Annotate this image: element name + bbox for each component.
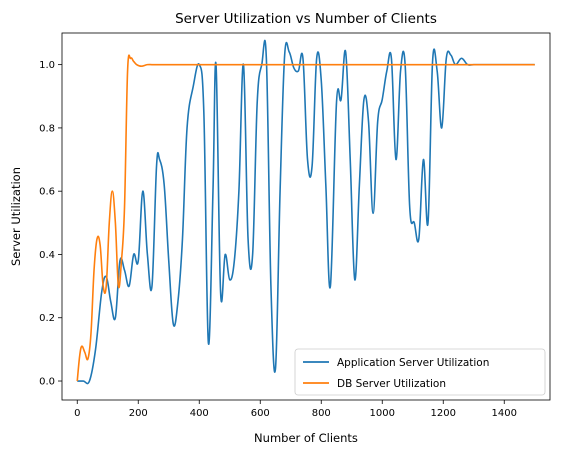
series-line-1 [77,39,535,385]
y-tick-label: 0.0 [39,377,55,388]
y-tick-label: 0.6 [39,187,55,198]
x-tick-label: 1400 [492,408,517,419]
plot-area [76,39,535,385]
chart-title: Server Utilization vs Number of Clients [175,11,437,27]
x-tick-label: 1000 [370,408,395,419]
axes-frame [61,32,551,401]
series-line-2 [76,54,535,382]
x-axis: 0 200 400 600 800 1000 1200 1400 [74,400,517,419]
x-tick-label: 200 [129,408,148,419]
legend-box [294,348,546,396]
legend: Application Server Utilization DB Server … [294,348,546,396]
legend-label-1: Application Server Utilization [337,357,489,369]
y-tick-label: 0.2 [39,313,55,324]
x-tick-label: 1200 [431,408,456,419]
y-tick-label: 0.8 [39,123,55,134]
y-tick-label: 0.4 [39,250,55,261]
x-tick-label: 600 [251,408,270,419]
x-axis-label: Number of Clients [254,431,358,445]
y-tick-label: 1.0 [39,60,55,71]
y-axis: 0.0 0.2 0.4 0.6 0.8 1.0 [39,60,62,388]
legend-label-2: DB Server Utilization [337,378,446,390]
x-tick-label: 800 [312,408,331,419]
x-tick-label: 400 [190,408,209,419]
x-tick-label: 0 [74,408,80,419]
y-axis-label: Server Utilization [9,167,23,266]
